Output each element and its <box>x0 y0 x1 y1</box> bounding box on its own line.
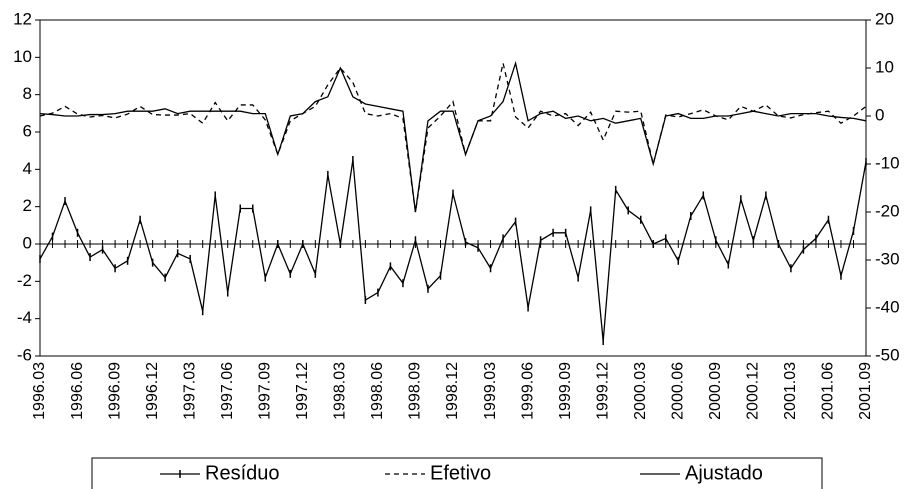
x-tick-label: 2001.03 <box>782 362 799 420</box>
y2-tick-label: -30 <box>875 249 900 268</box>
x-tick-label: 1998.09 <box>407 362 424 420</box>
y2-tick-label: 10 <box>875 57 894 76</box>
y-tick-label: 10 <box>13 47 32 66</box>
y-tick-label: -2 <box>17 271 32 290</box>
x-tick-label: 2000.09 <box>707 362 724 420</box>
x-tick-label: 1997.12 <box>294 362 311 420</box>
x-tick-label: 2000.12 <box>745 362 762 420</box>
x-tick-label: 1998.12 <box>444 362 461 420</box>
x-tick-label: 1996.03 <box>31 362 48 420</box>
y-tick-label: -4 <box>17 308 32 327</box>
x-tick-label: 1997.06 <box>219 362 236 420</box>
y-tick-label: 0 <box>23 233 32 252</box>
x-tick-label: 1997.09 <box>256 362 273 420</box>
x-tick-label: 1998.03 <box>332 362 349 420</box>
y-tick-label: 8 <box>23 84 32 103</box>
plot-frame <box>39 19 867 357</box>
series-line <box>39 63 867 213</box>
y2-tick-label: 0 <box>875 105 884 124</box>
series-line <box>39 159 867 342</box>
series-line <box>39 60 867 213</box>
x-tick-label: 1998.06 <box>369 362 386 420</box>
legend-label: Ajustado <box>685 462 763 484</box>
legend-label: Efetivo <box>430 462 491 484</box>
y2-tick-label: -40 <box>875 297 900 316</box>
x-tick-label: 2001.06 <box>820 362 837 420</box>
x-tick-label: 1997.03 <box>181 362 198 420</box>
y-tick-label: -6 <box>17 345 32 364</box>
y2-tick-label: 20 <box>875 9 894 28</box>
legend-label: Resíduo <box>205 462 280 484</box>
y2-tick-label: -20 <box>875 201 900 220</box>
x-tick-label: 2000.03 <box>632 362 649 420</box>
x-tick-label: 2000.06 <box>669 362 686 420</box>
x-tick-label: 1996.09 <box>106 362 123 420</box>
x-tick-label: 2001.09 <box>857 362 874 420</box>
legend-box <box>91 457 823 489</box>
y-tick-label: 6 <box>23 121 32 140</box>
y-tick-label: 4 <box>23 159 32 178</box>
y-tick-label: 2 <box>23 196 32 215</box>
y-tick-label: 12 <box>13 9 32 28</box>
x-tick-label: 1999.09 <box>557 362 574 420</box>
y2-tick-label: -50 <box>875 345 900 364</box>
x-tick-label: 1996.06 <box>69 362 86 420</box>
x-tick-label: 1996.12 <box>144 362 161 420</box>
x-tick-label: 1999.12 <box>594 362 611 420</box>
x-tick-label: 1999.06 <box>519 362 536 420</box>
x-tick-label: 1999.03 <box>482 362 499 420</box>
y2-tick-label: -10 <box>875 153 900 172</box>
